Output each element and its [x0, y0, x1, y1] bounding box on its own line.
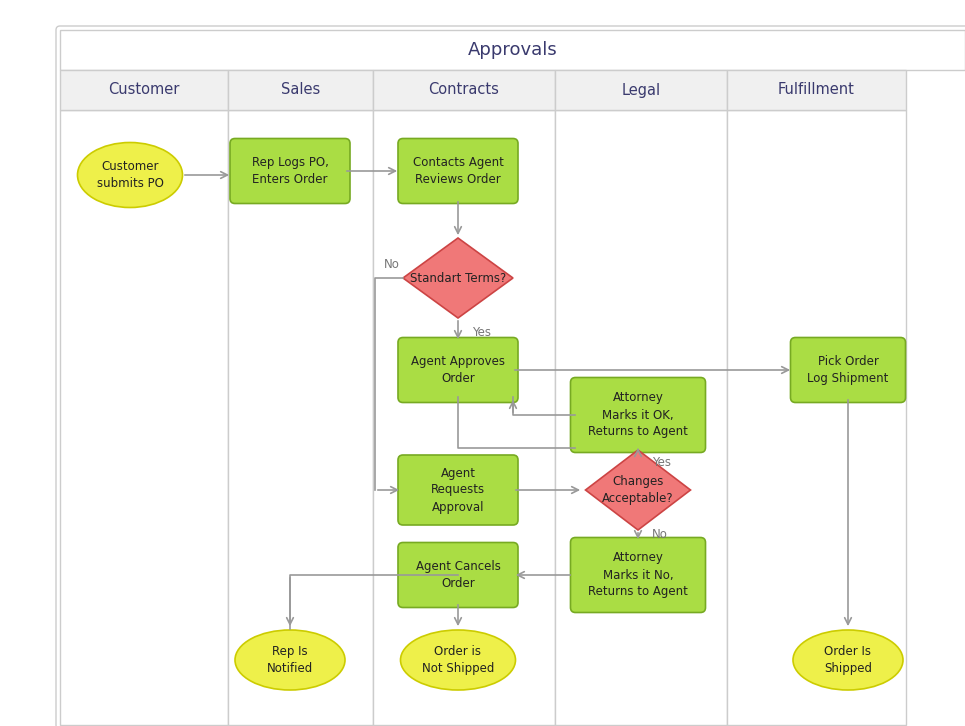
Text: Order Is
Shipped: Order Is Shipped: [824, 645, 872, 675]
Text: Standart Terms?: Standart Terms?: [410, 272, 506, 285]
Text: Approvals: Approvals: [468, 41, 558, 59]
Ellipse shape: [793, 630, 903, 690]
FancyBboxPatch shape: [398, 455, 518, 525]
Text: Yes: Yes: [472, 327, 491, 340]
Text: Agent Approves
Order: Agent Approves Order: [411, 355, 505, 385]
Text: Contracts: Contracts: [428, 83, 500, 97]
Bar: [60, 110, 228, 725]
Text: No: No: [384, 258, 400, 272]
FancyBboxPatch shape: [398, 338, 518, 402]
Ellipse shape: [77, 142, 182, 208]
FancyBboxPatch shape: [230, 139, 350, 203]
Polygon shape: [586, 450, 691, 530]
FancyBboxPatch shape: [570, 537, 705, 613]
Polygon shape: [403, 238, 513, 318]
FancyBboxPatch shape: [790, 338, 905, 402]
Bar: [555, 110, 727, 725]
Text: Pick Order
Log Shipment: Pick Order Log Shipment: [808, 355, 889, 385]
Bar: [228, 110, 373, 725]
Bar: [228, 70, 373, 110]
Bar: [373, 70, 555, 110]
Bar: [727, 70, 906, 110]
Text: Agent
Requests
Approval: Agent Requests Approval: [431, 467, 485, 513]
Text: Attorney
Marks it OK,
Returns to Agent: Attorney Marks it OK, Returns to Agent: [588, 391, 688, 439]
FancyBboxPatch shape: [398, 139, 518, 203]
Text: Rep Logs PO,
Enters Order: Rep Logs PO, Enters Order: [252, 156, 328, 186]
Text: Rep Is
Notified: Rep Is Notified: [267, 645, 313, 675]
Text: Attorney
Marks it No,
Returns to Agent: Attorney Marks it No, Returns to Agent: [588, 552, 688, 598]
FancyBboxPatch shape: [570, 378, 705, 452]
Text: Sales: Sales: [281, 83, 320, 97]
Text: Customer
submits PO: Customer submits PO: [96, 160, 163, 190]
Ellipse shape: [400, 630, 515, 690]
Text: Customer: Customer: [108, 83, 179, 97]
Text: Fulfillment: Fulfillment: [778, 83, 855, 97]
Bar: [727, 110, 906, 725]
Bar: [555, 70, 727, 110]
Text: Legal: Legal: [621, 83, 661, 97]
Bar: [373, 110, 555, 725]
FancyBboxPatch shape: [398, 542, 518, 608]
Text: Yes: Yes: [652, 455, 671, 468]
Text: Contacts Agent
Reviews Order: Contacts Agent Reviews Order: [413, 156, 504, 186]
Text: Changes
Acceptable?: Changes Acceptable?: [602, 475, 674, 505]
Text: Order is
Not Shipped: Order is Not Shipped: [422, 645, 494, 675]
Text: No: No: [652, 529, 668, 542]
FancyBboxPatch shape: [56, 26, 965, 726]
Ellipse shape: [235, 630, 345, 690]
Text: Agent Cancels
Order: Agent Cancels Order: [416, 560, 501, 590]
Bar: [60, 70, 228, 110]
Bar: [60, 30, 965, 70]
